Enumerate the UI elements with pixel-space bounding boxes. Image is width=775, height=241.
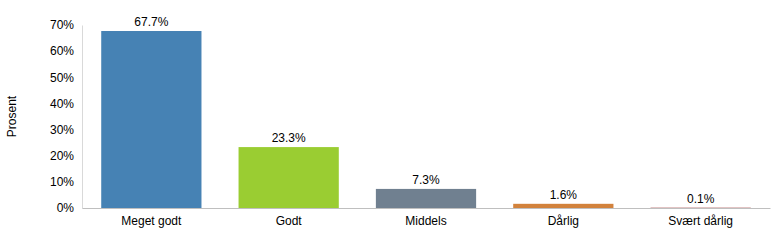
bar xyxy=(513,204,613,208)
data-label: 67.7% xyxy=(134,15,168,29)
x-tick: Godt xyxy=(276,208,303,228)
x-tick: Svært dårlig xyxy=(668,208,733,228)
x-tick-label: Meget godt xyxy=(121,214,182,228)
x-tick-label: Dårlig xyxy=(548,214,579,228)
y-tick: 70% xyxy=(50,18,82,32)
bar xyxy=(376,189,476,208)
x-axis-line xyxy=(83,208,771,209)
y-axis-line xyxy=(82,26,83,209)
x-tick-label: Godt xyxy=(276,214,303,228)
x-tick: Dårlig xyxy=(548,208,579,228)
data-label: 0.1% xyxy=(687,192,715,206)
y-tick-label: 20% xyxy=(50,149,74,163)
plot: 0% 10% 20% 30% 40% 50% 60% 70% Meget godt Godt Mid… xyxy=(50,15,771,228)
bars xyxy=(101,31,751,208)
y-tick: 60% xyxy=(50,44,82,58)
y-tick-label: 70% xyxy=(50,18,74,32)
y-tick-label: 40% xyxy=(50,97,74,111)
bar xyxy=(239,147,339,208)
y-tick: 40% xyxy=(50,97,82,111)
y-tick-label: 60% xyxy=(50,44,74,58)
data-label: 1.6% xyxy=(550,188,578,202)
bar xyxy=(101,31,201,208)
y-axis-title: Prosent xyxy=(5,95,19,137)
y-tick-label: 30% xyxy=(50,123,74,137)
y-axis: 0% 10% 20% 30% 40% 50% 60% 70% xyxy=(50,18,83,215)
data-label: 23.3% xyxy=(272,131,306,145)
x-tick-label: Svært dårlig xyxy=(668,214,733,228)
data-label: 7.3% xyxy=(412,173,440,187)
y-tick: 50% xyxy=(50,71,82,85)
x-tick-label: Middels xyxy=(405,214,446,228)
y-tick: 20% xyxy=(50,149,82,163)
x-tick: Middels xyxy=(405,208,446,228)
y-tick: 30% xyxy=(50,123,82,137)
y-tick: 10% xyxy=(50,175,82,189)
y-tick-label: 50% xyxy=(50,71,74,85)
chart: 0% 10% 20% 30% 40% 50% 60% 70% Meget godt Godt Mid… xyxy=(0,0,775,241)
y-tick-label: 10% xyxy=(50,175,74,189)
y-tick-label: 0% xyxy=(57,201,75,215)
bar xyxy=(651,207,751,208)
x-axis: Meget godt Godt Middels Dårlig Svært dårlig xyxy=(83,208,771,228)
x-tick: Meget godt xyxy=(121,208,182,228)
y-tick: 0% xyxy=(57,201,82,215)
data-labels: 67.7% 23.3% 7.3% 1.6% 0.1% xyxy=(134,15,714,206)
